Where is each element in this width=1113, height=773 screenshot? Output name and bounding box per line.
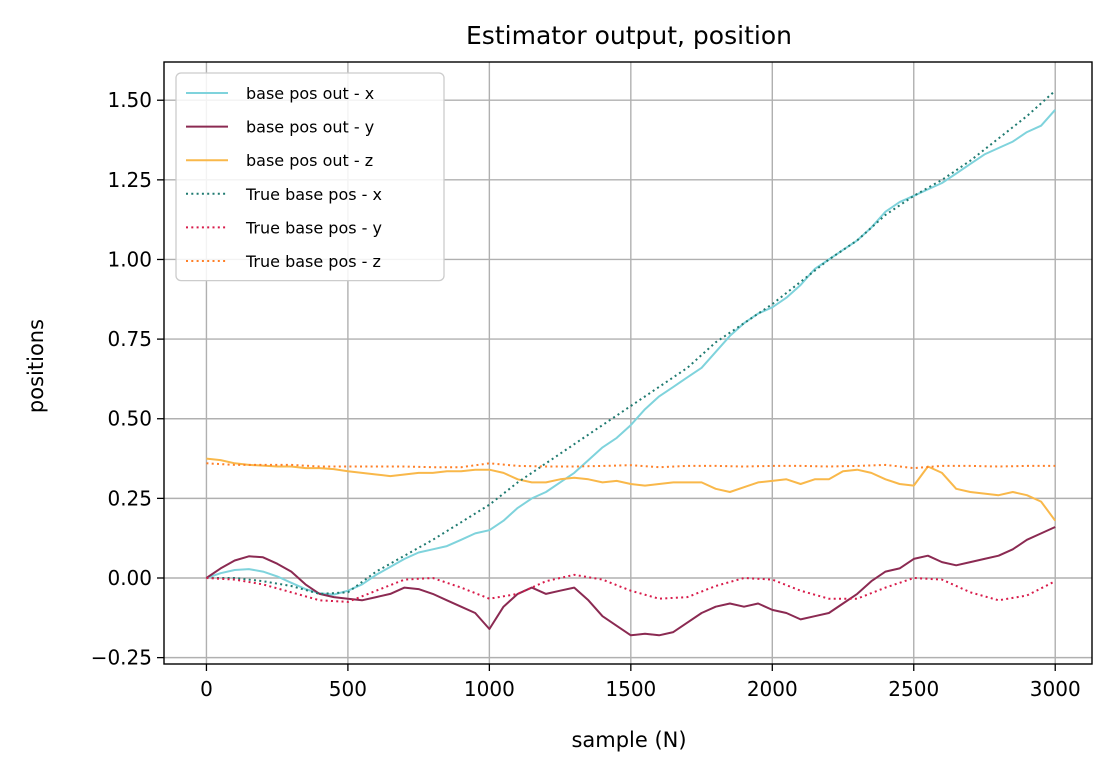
series-line-1 [206,109,1056,596]
x-tick-label: 1000 [464,677,515,701]
series-line-3 [206,457,1057,522]
y-tick-label: 1.00 [107,247,152,271]
series-line-2 [205,526,1056,637]
axis-ticks: 0 500 1000 1500 2000 2500 3000 −0.25 0.00 0.25 0.5… [91,88,1081,701]
x-tick-label: 2000 [747,677,798,701]
x-tick-label: 3000 [1030,677,1081,701]
x-tick-label: 1500 [605,677,656,701]
y-tick-label: 0.50 [107,407,152,431]
y-tick-label: 1.50 [107,88,152,112]
legend-label: base pos out - x [246,84,374,103]
x-tick-label: 0 [200,677,213,701]
y-tick-label: 0.25 [107,486,152,510]
legend-box [175,72,445,282]
legend-label: True base pos - z [245,252,381,271]
series-lines [205,89,1057,637]
legend-label: True base pos - x [245,185,382,204]
y-tick-label: −0.25 [91,646,152,670]
y-tick-label: 0.00 [107,566,152,590]
x-axis-label: sample (N) [571,728,686,752]
legend-label: base pos out - z [246,151,373,170]
series-line-6 [206,462,1056,470]
x-tick-label: 500 [329,677,367,701]
legend: base pos out - x base pos out - y base pos… [175,72,445,282]
grid [164,62,1092,664]
legend-label: base pos out - y [246,118,374,137]
x-tick-label: 2500 [888,677,939,701]
y-tick-label: 0.75 [107,327,152,351]
legend-label: True base pos - y [245,218,382,237]
series-line-4 [206,89,1056,595]
chart-title: Estimator output, position [466,21,792,50]
y-axis-label: positions [24,319,48,413]
series-line-5 [206,573,1056,603]
y-tick-label: 1.25 [107,168,152,192]
plot-area [163,61,1093,665]
